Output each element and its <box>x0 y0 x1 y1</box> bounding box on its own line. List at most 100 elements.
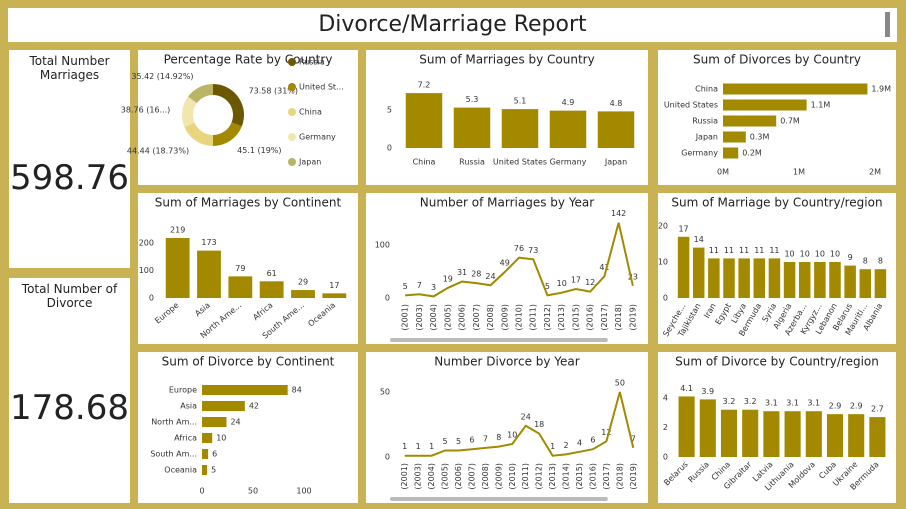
x-tick-label: Germany <box>550 158 587 167</box>
panel <box>138 352 358 503</box>
bar <box>784 411 801 457</box>
data-label: 41 <box>599 263 609 272</box>
y-tick-label: 0 <box>663 294 668 303</box>
y-tick-label: 0 <box>663 453 668 462</box>
donut-slice <box>188 84 213 104</box>
y-tick-label: 10 <box>658 258 668 267</box>
data-label: 24 <box>521 412 531 421</box>
data-label: 11 <box>739 246 749 255</box>
bar <box>405 93 443 148</box>
legend-marker <box>288 158 296 166</box>
data-label: 44.44 (18.73%) <box>127 146 189 155</box>
x-tick-label: (2001) <box>401 304 410 331</box>
data-label: 50 <box>615 379 625 388</box>
x-tick-label: (2018) <box>615 463 624 490</box>
y-tick-label: 20 <box>658 222 668 231</box>
data-label: 6 <box>212 450 217 459</box>
data-label: 1.9M <box>871 85 891 94</box>
data-label: 3.9 <box>701 387 714 396</box>
data-label: 10 <box>830 250 840 259</box>
data-label: 4.1 <box>680 384 693 393</box>
y-tick-label: Oceania <box>164 466 197 475</box>
data-label: 0.2M <box>742 149 762 158</box>
data-label: 1 <box>550 442 555 451</box>
data-label: 28 <box>471 270 481 279</box>
data-label: 219 <box>170 226 185 235</box>
x-tick-label: United States <box>493 158 547 167</box>
data-label: 0.3M <box>750 133 770 142</box>
data-label: 61 <box>267 269 277 278</box>
data-label: 1 <box>416 442 421 451</box>
card-label: Total Number of Divorce <box>21 282 118 310</box>
y-tick-label: Europe <box>169 386 197 395</box>
data-label: 10 <box>557 279 567 288</box>
x-tick-label: (2017) <box>600 304 609 331</box>
data-label: 9 <box>848 253 853 262</box>
x-tick-label: (2011) <box>521 463 530 490</box>
bar <box>699 399 716 457</box>
bar <box>202 465 208 475</box>
data-label: 12 <box>601 428 611 437</box>
bar <box>829 262 841 298</box>
bar <box>597 111 635 148</box>
legend-label: United St... <box>299 83 344 92</box>
data-label: 3 <box>431 283 436 292</box>
bar <box>708 258 720 298</box>
data-label: 8 <box>878 257 883 266</box>
y-tick-label: Asia <box>180 402 197 411</box>
bar <box>165 238 190 298</box>
y-tick-label: 0 <box>387 144 392 153</box>
data-label: 38.76 (16...) <box>121 105 171 114</box>
data-label: 6 <box>590 436 595 445</box>
bar <box>202 417 227 427</box>
x-tick-label: 0 <box>199 487 204 496</box>
x-tick-label: (2012) <box>535 463 544 490</box>
x-tick-label: (2015) <box>575 463 584 490</box>
y-tick-label: Africa <box>174 434 197 443</box>
x-tick-label: (2016) <box>586 304 595 331</box>
x-tick-label: (2015) <box>571 304 580 331</box>
bar <box>322 293 347 298</box>
y-tick-label: Japan <box>695 133 718 142</box>
x-tick-label: (2003) <box>414 463 423 490</box>
data-label: 7 <box>631 434 636 443</box>
data-label: 31 <box>457 268 467 277</box>
bar <box>720 409 738 457</box>
data-label: 14 <box>694 235 704 244</box>
legend-label: Japan <box>298 158 321 167</box>
bar <box>723 131 746 143</box>
data-label: 11 <box>754 246 764 255</box>
bar <box>859 269 872 298</box>
card-label: Total Number Marriages <box>29 54 110 82</box>
data-label: 23 <box>628 272 638 281</box>
x-tick-label: (2019) <box>628 304 637 331</box>
bar <box>453 107 491 148</box>
data-label: 1 <box>402 442 407 451</box>
data-label: 4.9 <box>562 98 575 107</box>
bar <box>202 401 245 411</box>
panel <box>658 50 896 185</box>
data-label: 8 <box>496 433 501 442</box>
data-label: 2.9 <box>829 402 842 411</box>
bar <box>723 83 868 95</box>
bar <box>723 99 807 111</box>
x-tick-label: 50 <box>248 487 258 496</box>
y-tick-label: North Am... <box>151 418 197 427</box>
data-label: 3.1 <box>786 399 799 408</box>
x-tick-label: (2010) <box>515 304 524 331</box>
x-tick-label: (2005) <box>441 463 450 490</box>
x-tick-label: (2007) <box>472 304 481 331</box>
data-label: 42 <box>249 402 259 411</box>
data-label: 2.9 <box>850 402 863 411</box>
y-tick-label: 100 <box>375 241 390 250</box>
bar <box>869 417 886 457</box>
y-tick-label: 200 <box>139 239 154 248</box>
x-tick-label: 2M <box>869 168 881 177</box>
bar <box>723 258 735 298</box>
chart-title: Number Divorce by Year <box>434 355 580 369</box>
x-tick-label: (2018) <box>614 304 623 331</box>
data-label: 24 <box>485 272 495 281</box>
legend-label: Russia <box>299 58 325 67</box>
x-tick-label: (2008) <box>481 463 490 490</box>
data-label: 10 <box>800 250 810 259</box>
